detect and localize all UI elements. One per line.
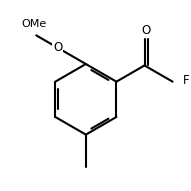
Text: OMe: OMe [22, 19, 47, 29]
Text: O: O [53, 41, 62, 54]
Text: O: O [142, 24, 151, 37]
Text: F: F [183, 74, 190, 87]
